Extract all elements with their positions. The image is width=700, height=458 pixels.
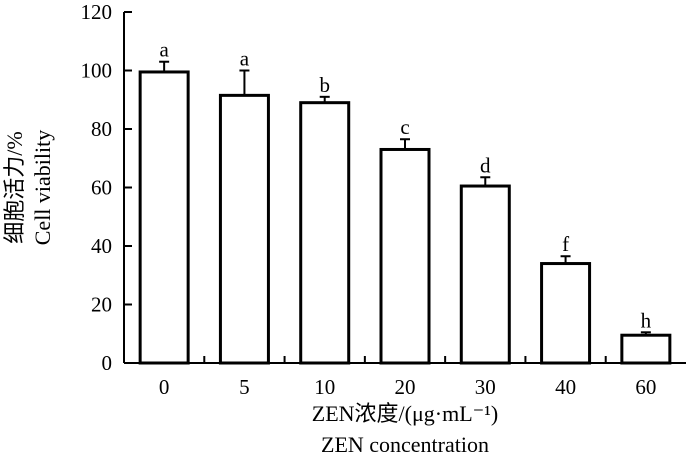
x-tick-label: 30 [475, 375, 496, 399]
y-tick-label: 0 [102, 351, 113, 375]
significance-label: b [319, 73, 330, 97]
y-tick-label: 100 [81, 59, 113, 83]
x-axis-ticks: 0 5 10 20 30 40 60 [159, 356, 656, 399]
y-tick-label: 120 [81, 0, 113, 24]
y-axis-title-english: Cell viability [30, 130, 55, 246]
bar [379, 147, 431, 365]
x-tick-label: 60 [635, 375, 656, 399]
y-tick-label: 40 [91, 234, 112, 258]
y-tick-label: 80 [91, 117, 112, 141]
y-axis-ticks: 0 20 40 60 80 100 120 [81, 0, 132, 375]
y-tick-label: 60 [91, 176, 112, 200]
significance-label: a [159, 38, 169, 62]
x-tick-label: 10 [314, 375, 335, 399]
bar [540, 262, 592, 365]
bar [218, 93, 270, 365]
y-axis-title-chinese: 细胞活力/% [2, 131, 27, 243]
significance-label: c [400, 115, 409, 139]
x-axis-title-chinese: ZEN浓度/(μg·mL⁻¹) [312, 401, 498, 426]
x-axis-title-english: ZEN concentration [321, 432, 489, 457]
bar [138, 70, 190, 365]
y-tick-label: 20 [91, 293, 112, 317]
x-tick-label: 5 [239, 375, 250, 399]
significance-label: f [562, 232, 569, 256]
bar [620, 333, 672, 365]
bars: a a b c d f h [138, 38, 672, 365]
bar [299, 101, 351, 365]
bar [459, 184, 511, 365]
significance-label: a [240, 47, 250, 71]
significance-label: h [641, 308, 652, 332]
x-tick-label: 40 [555, 375, 576, 399]
significance-label: d [480, 153, 491, 177]
x-tick-label: 20 [395, 375, 416, 399]
x-tick-label: 0 [159, 375, 170, 399]
